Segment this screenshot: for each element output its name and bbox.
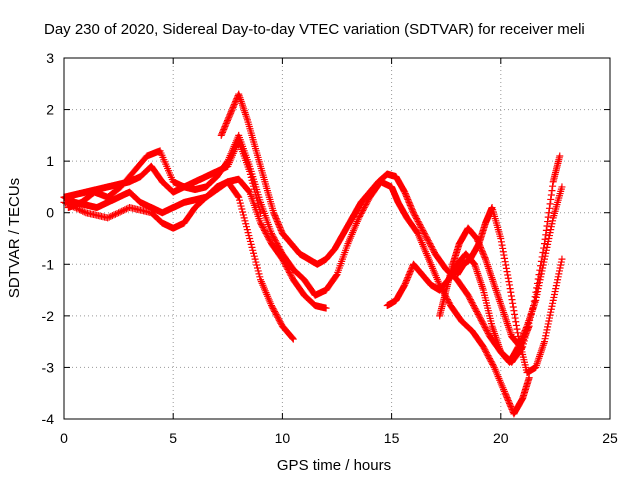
y-tick-label: -4 (42, 411, 55, 427)
plot-frame (63, 57, 611, 420)
x-tick-label: 20 (493, 430, 509, 446)
x-tick-label: 10 (275, 430, 291, 446)
y-tick-label: 2 (46, 102, 54, 118)
x-tick-label: 5 (169, 430, 177, 446)
x-axis-label: GPS time / hours (277, 457, 391, 474)
series-track-7 (453, 204, 566, 377)
x-tick-label: 25 (602, 430, 618, 446)
y-tick-label: 0 (46, 205, 54, 221)
x-tick-label: 15 (384, 430, 400, 446)
axis-ticks: 0 5 10 15 20 25 -4 -3 -2 -1 0 1 2 3 (42, 50, 618, 446)
series-track-8 (64, 137, 265, 217)
y-tick-label: 1 (46, 153, 54, 169)
grid-lines (64, 58, 610, 419)
series-markers (453, 204, 566, 377)
chart-title: Day 230 of 2020, Sidereal Day-to-day VTE… (44, 21, 585, 38)
data-points (60, 90, 566, 418)
y-axis-label: SDTVAR / TECUs (6, 178, 23, 298)
y-tick-label: -1 (42, 256, 55, 272)
x-tick-label: 0 (60, 430, 68, 446)
y-tick-label: -2 (42, 308, 55, 324)
y-tick-label: -3 (42, 359, 55, 375)
series-markers (64, 137, 265, 217)
y-tick-label: 3 (46, 50, 54, 66)
